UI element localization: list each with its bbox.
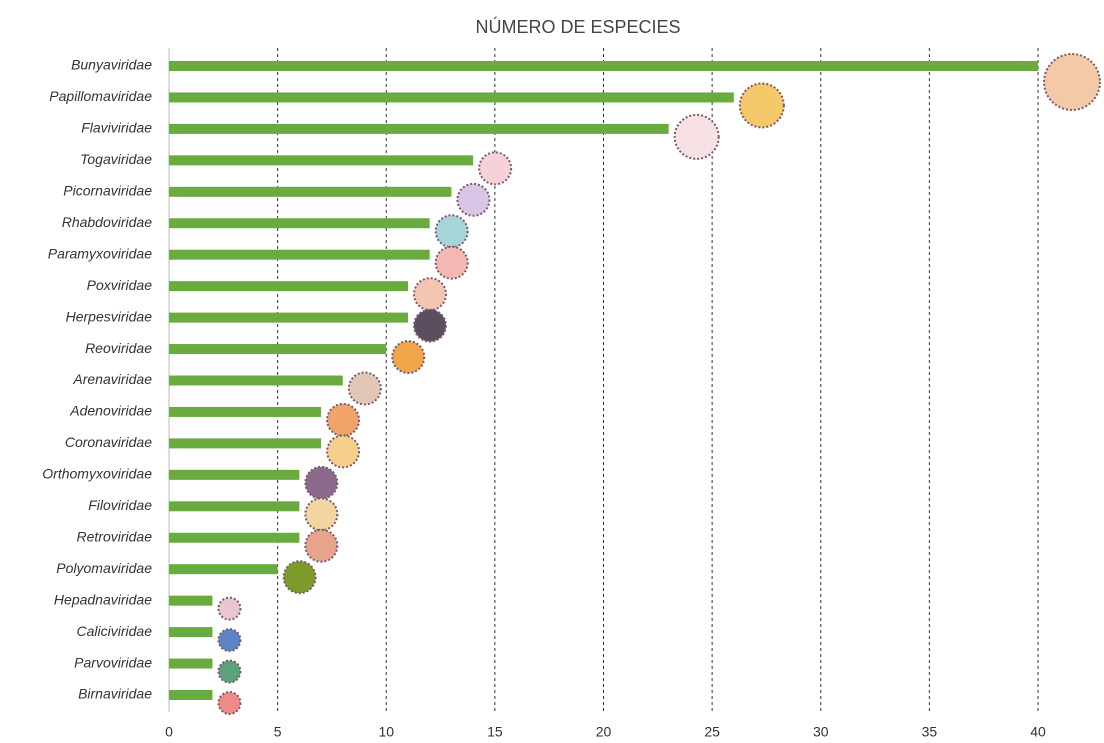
y-tick-label: Adenoviridae (69, 403, 152, 419)
virus-body (434, 214, 469, 249)
virus-body (304, 497, 339, 532)
y-tick-label: Picornaviridae (63, 183, 152, 199)
bar (169, 249, 430, 260)
x-tick-label: 15 (487, 724, 503, 740)
virus-icon (326, 434, 361, 469)
virus-icon (217, 659, 242, 684)
x-tick-label: 35 (922, 724, 938, 740)
virus-body (434, 245, 469, 280)
virus-body (217, 628, 242, 653)
virus-icon (412, 308, 447, 343)
virus-icon (217, 596, 242, 621)
virus-icon (434, 245, 469, 280)
x-tick-label: 0 (165, 724, 173, 740)
virus-icon (347, 371, 382, 406)
x-tick-label: 5 (274, 724, 282, 740)
y-tick-label: Retroviridae (77, 528, 153, 544)
virus-icon (217, 691, 242, 715)
bar (169, 501, 300, 512)
bar (169, 658, 213, 669)
virus-body (391, 340, 426, 375)
virus-body (456, 182, 491, 217)
virus-body (217, 596, 242, 621)
virus-body (478, 151, 513, 186)
y-tick-label: Bunyaviridae (71, 57, 152, 73)
x-tick-label: 30 (813, 724, 829, 740)
x-tick-label: 20 (596, 724, 612, 740)
bar (169, 61, 1038, 71)
virus-body (282, 560, 317, 595)
virus-icon (738, 82, 785, 129)
y-tick-label: Rhabdoviridae (62, 214, 152, 230)
virus-body (673, 113, 720, 160)
bar (169, 123, 669, 134)
y-tick-label: Herpesviridae (66, 308, 153, 324)
virus-body (304, 465, 339, 500)
y-tick-label: Poxviridae (87, 277, 153, 293)
virus-icon (304, 528, 339, 563)
virus-body (304, 528, 339, 563)
virus-body (217, 691, 242, 715)
bar (169, 690, 213, 700)
virus-icon (456, 182, 491, 217)
bar (169, 438, 322, 449)
bar (169, 532, 300, 543)
virus-body (347, 371, 382, 406)
bar (169, 92, 734, 103)
bar (169, 218, 430, 229)
virus-body (326, 402, 361, 437)
y-tick-label: Caliciviridae (77, 623, 153, 639)
virus-icon (326, 402, 361, 437)
x-tick-label: 40 (1030, 724, 1046, 740)
bar (169, 312, 408, 323)
virus-icon (1043, 53, 1101, 111)
y-tick-label: Reoviridae (85, 340, 152, 356)
virus-body (217, 659, 242, 684)
y-tick-label: Hepadnaviridae (54, 591, 152, 607)
x-tick-label: 10 (378, 724, 394, 740)
chart-title: NÚMERO DE ESPECIES (475, 16, 680, 37)
bar (169, 406, 322, 417)
virus-body (412, 308, 447, 343)
bar (169, 155, 474, 166)
virus-icon (282, 560, 317, 595)
x-tick-label: 25 (704, 724, 720, 740)
virus-icon (391, 340, 426, 375)
virus-body (1043, 53, 1101, 111)
virus-body (738, 82, 785, 129)
bar (169, 375, 343, 386)
virus-icon (217, 628, 242, 653)
y-tick-label: Flaviviridae (81, 120, 152, 136)
virus-icon (412, 277, 447, 312)
bar (169, 564, 278, 575)
virus-icon (304, 465, 339, 500)
y-tick-label: Coronaviridae (65, 434, 152, 450)
bar (169, 595, 213, 606)
y-tick-label: Papillomaviridae (49, 88, 152, 104)
virus-icon (304, 497, 339, 532)
y-tick-label: Paramyxoviridae (48, 245, 152, 261)
virus-icon (434, 214, 469, 249)
y-tick-label: Orthomyxoviridae (42, 466, 152, 482)
y-tick-label: Arenaviridae (72, 371, 152, 387)
y-tick-label: Birnaviridae (78, 686, 152, 702)
virus-body (412, 277, 447, 312)
bar (169, 469, 300, 480)
y-tick-label: Togaviridae (80, 151, 152, 167)
bar (169, 344, 387, 355)
virus-icon (673, 113, 720, 160)
bar (169, 186, 452, 197)
bar (169, 627, 213, 638)
y-tick-label: Filoviridae (88, 497, 152, 513)
virus-icon (478, 151, 513, 186)
bar (169, 281, 408, 292)
y-tick-label: Parvoviridae (74, 654, 152, 670)
virus-body (326, 434, 361, 469)
y-tick-label: Polyomaviridae (56, 560, 152, 576)
